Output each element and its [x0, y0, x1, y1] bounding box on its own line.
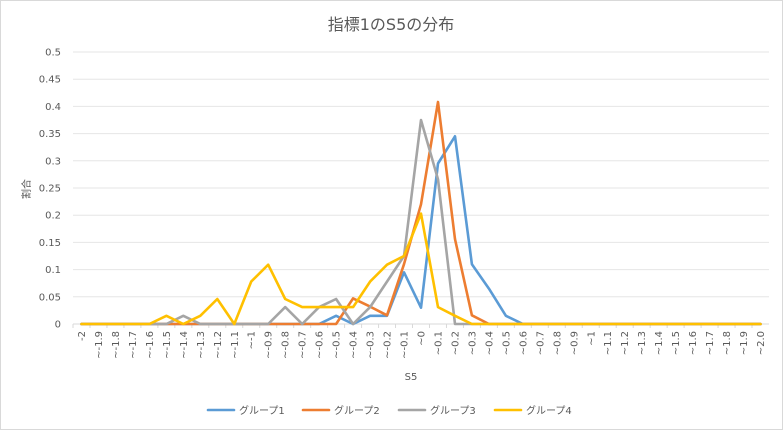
y-tick-label: 0.45: [39, 75, 61, 86]
x-tick-label: ~1.1: [603, 331, 614, 355]
x-tick-label: ~1.5: [671, 331, 682, 355]
series-line-1: [80, 135, 762, 326]
legend-label-3: グループ3: [430, 404, 476, 417]
x-tick-label: ~0.7: [535, 331, 546, 355]
x-tick-label: ~-1.7: [128, 331, 139, 359]
x-tick-label: ~-0.7: [298, 331, 309, 359]
y-tick-label: 0.5: [45, 48, 61, 59]
x-tick-label: ~1.4: [654, 331, 665, 355]
x-tick-label: ~-0.6: [315, 331, 326, 359]
x-tick-label: -2: [77, 331, 88, 341]
legend-label-4: グループ4: [526, 404, 572, 417]
x-tick-label: ~-0.2: [383, 331, 394, 359]
x-tick-label: ~-1.2: [213, 331, 224, 359]
x-tick-label: ~-0.8: [281, 331, 292, 359]
x-tick-label: ~-0.5: [332, 331, 343, 359]
x-tick-label: ~-1.6: [145, 331, 156, 359]
x-tick-label: ~0: [417, 331, 428, 346]
x-tick-label: ~-0.9: [264, 331, 275, 359]
x-axis-title: S5: [405, 372, 418, 383]
x-tick-label: ~-0.4: [349, 331, 360, 359]
x-tick-label: ~1.2: [620, 331, 631, 355]
x-tick-label: ~-1.3: [196, 331, 207, 359]
series-lines: [80, 100, 762, 326]
chart-title: 指標1のS5の分布: [328, 15, 455, 34]
x-tick-label: ~0.4: [484, 331, 495, 355]
y-tick-label: 0: [55, 320, 61, 331]
y-tick-label: 0.4: [45, 102, 61, 113]
x-tick-label: ~0.3: [467, 331, 478, 355]
y-axis-ticks: 0 0.05 0.1 0.15 0.2 0.25 0.3 0.35 0.4 0.45 0.5: [39, 48, 61, 331]
x-tick-label: ~0.1: [433, 331, 444, 355]
y-tick-label: 0.25: [39, 184, 61, 195]
x-tick-label: ~1.7: [705, 331, 716, 355]
x-tick-label: ~0.5: [501, 331, 512, 355]
x-tick-label: ~-1.5: [162, 331, 173, 359]
x-tick-label: ~-1: [247, 331, 258, 349]
gridlines: [73, 51, 769, 325]
y-tick-label: 0.05: [39, 292, 61, 303]
legend-label-1: グループ1: [239, 404, 285, 417]
x-tick-label: ~0.8: [552, 331, 563, 355]
y-tick-label: 0.3: [45, 156, 61, 167]
x-tick-label: ~1.3: [637, 331, 648, 355]
y-tick-label: 0.1: [45, 265, 61, 276]
x-axis-ticks: -2 ~-1.9 ~-1.8 ~-1.7 ~-1.6 ~-1.5 ~-1.4 ~-1.3 ~-1…: [72, 324, 767, 359]
x-tick-label: ~-1.1: [230, 331, 241, 359]
series-line-3: [80, 118, 762, 326]
y-tick-label: 0.35: [39, 129, 61, 140]
x-tick-label: ~1.9: [739, 331, 750, 355]
x-tick-label: ~1.8: [722, 331, 733, 355]
y-tick-label: 0.2: [45, 211, 61, 222]
legend: グループ1 グループ2 グループ3 グループ4: [206, 404, 572, 417]
y-tick-label: 0.15: [39, 238, 61, 249]
x-tick-label: ~-1.8: [111, 331, 122, 359]
x-tick-label: ~0.2: [450, 331, 461, 355]
x-tick-label: ~-0.3: [366, 331, 377, 359]
x-tick-label: ~0.6: [518, 331, 529, 355]
x-tick-label: ~1: [586, 331, 597, 346]
x-tick-label: ~1.6: [688, 331, 699, 355]
x-tick-label: ~-1.4: [179, 331, 190, 359]
x-tick-label: ~-0.1: [400, 331, 411, 359]
series-line-4: [80, 212, 762, 326]
x-tick-label: ~0.9: [569, 331, 580, 355]
y-axis-title: 割合: [20, 179, 33, 199]
x-tick-label: ~-1.9: [94, 331, 105, 359]
x-tick-label: ~2.0: [756, 331, 767, 355]
legend-label-2: グループ2: [334, 404, 380, 417]
